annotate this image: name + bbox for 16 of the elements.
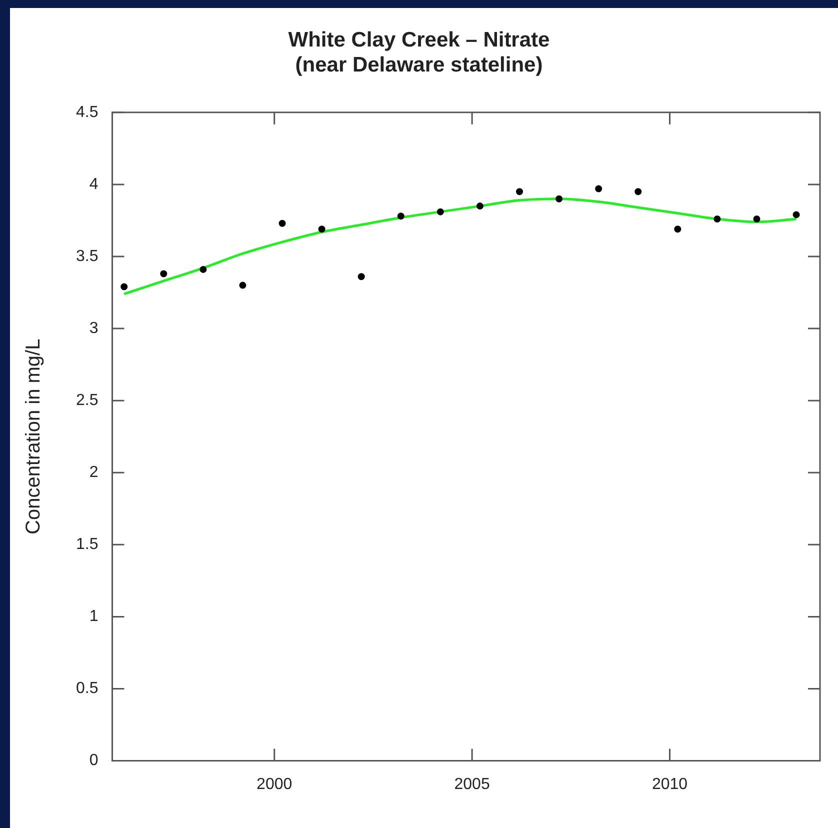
y-tick-label: 3 (89, 320, 98, 337)
text: (near Delaware stateline) (295, 54, 543, 77)
y-tick-label: 0 (89, 752, 98, 770)
y-tick-label: 0.5 (76, 680, 98, 698)
x-tick-label: 2010 (652, 776, 688, 793)
y-tick-label: 1.5 (76, 536, 98, 554)
y-tick-label: 3.5 (76, 248, 98, 265)
y-axis-title: Concentration in mg/L (22, 338, 45, 534)
y-tick-label: 2.5 (76, 392, 98, 409)
x-tick-label: 2005 (454, 776, 490, 793)
x-tick-label: 2000 (256, 776, 292, 793)
text: White Clay Creek – Nitrate (288, 28, 550, 52)
y-tick-label: 4 (89, 176, 98, 193)
y-tick-label: 4.5 (76, 104, 98, 121)
y-tick-label: 1 (89, 608, 98, 626)
y-tick-label: 2 (89, 464, 98, 482)
